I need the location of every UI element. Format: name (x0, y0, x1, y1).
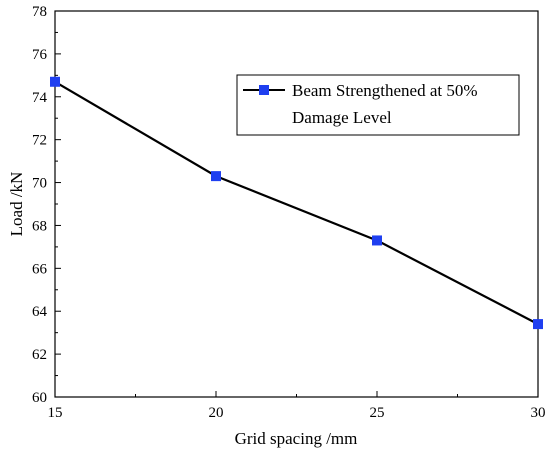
y-tick-label: 70 (32, 176, 47, 192)
legend: Beam Strengthened at 50% Damage Level (236, 74, 520, 136)
data-point-marker (50, 76, 60, 87)
legend-label-line-2: Damage Level (292, 108, 392, 127)
x-tick-label: 25 (370, 405, 385, 421)
x-tick-label: 15 (48, 405, 63, 421)
axis-ticks: 15 20 25 30 60 62 64 66 68 70 72 74 76 78 (32, 4, 546, 421)
series-line (54, 80, 539, 326)
data-point-marker (533, 319, 543, 330)
data-point-marker (372, 235, 382, 246)
legend-box (236, 74, 520, 136)
y-tick-label: 74 (32, 90, 48, 106)
y-tick-label: 60 (32, 390, 47, 406)
y-tick-label: 72 (32, 133, 47, 149)
x-tick-label: 20 (209, 405, 224, 421)
y-axis-label: Load /kN (7, 172, 26, 237)
y-tick-label: 76 (32, 47, 48, 63)
legend-marker-sample (259, 85, 269, 95)
x-axis-label: Grid spacing /mm (235, 429, 358, 448)
y-tick-label: 64 (32, 304, 48, 320)
plot-frame (54, 10, 539, 398)
data-point-marker (211, 171, 221, 182)
y-tick-label: 78 (32, 4, 47, 20)
x-tick-label: 30 (531, 405, 546, 421)
y-tick-label: 66 (32, 261, 48, 277)
legend-label-line-1: Beam Strengthened at 50% (292, 81, 478, 100)
y-tick-label: 62 (32, 347, 47, 363)
y-tick-label: 68 (32, 218, 47, 234)
series-group (50, 76, 543, 330)
